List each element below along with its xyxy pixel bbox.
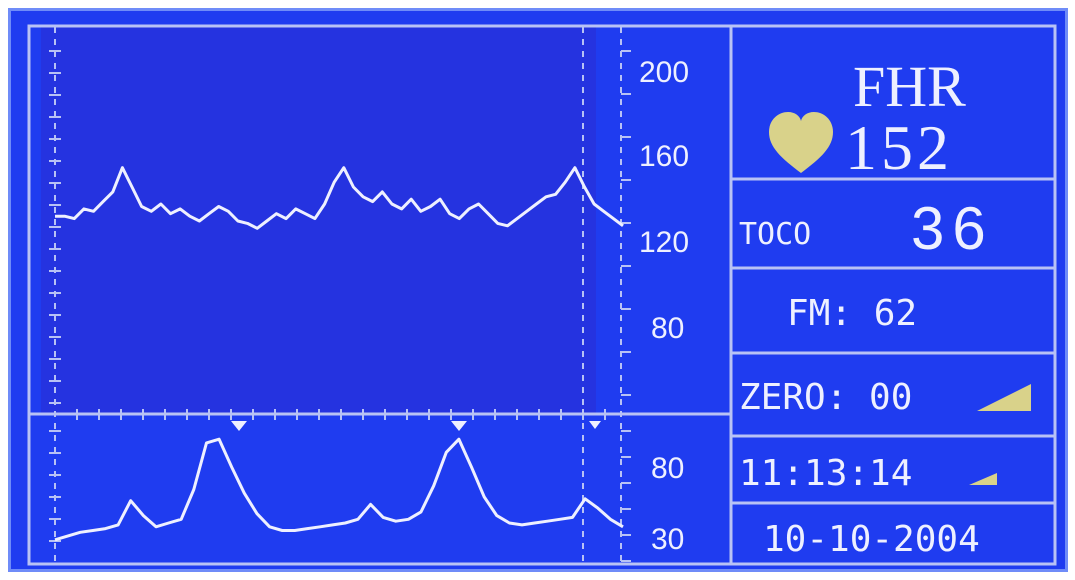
fhr-title: FHR [853,54,966,119]
monitor-screen: 200 160 120 80 80 30 FHR 152 TOCO 36 FM:… [8,8,1068,572]
fm-readout: FM: 62 [787,293,917,334]
toco-trace-line [54,437,624,542]
heart-icon [769,112,833,173]
toco-tick-label: 30 [651,523,684,556]
fhr-tick-label: 120 [639,226,689,259]
signal-indicator-icon [977,384,1031,411]
fetal-movement-marker-icon [589,421,601,429]
fhr-trace-line [55,166,624,230]
signal-indicator-icon [969,473,997,485]
zero-readout: ZERO: 00 [739,377,912,418]
fhr-tick-label: 80 [651,312,684,345]
fetal-movement-marker-icon [451,421,467,431]
fetal-movement-marker-icon [231,421,247,431]
toco-label: TOCO [739,217,811,252]
tick-marks [49,50,631,562]
fhr-plot-area [41,27,596,415]
outer-frame [27,24,1057,566]
toco-value: 36 [911,195,994,262]
fhr-tick-label: 160 [639,140,689,173]
date-display: 10-10-2004 [763,519,980,560]
monitor-display: 200 160 120 80 80 30 FHR 152 TOCO 36 FM:… [27,24,1057,566]
fhr-value: 152 [845,112,953,183]
toco-tick-label: 80 [651,452,684,485]
fhr-tick-label: 200 [639,56,689,89]
clock-time: 11:13:14 [739,453,912,494]
